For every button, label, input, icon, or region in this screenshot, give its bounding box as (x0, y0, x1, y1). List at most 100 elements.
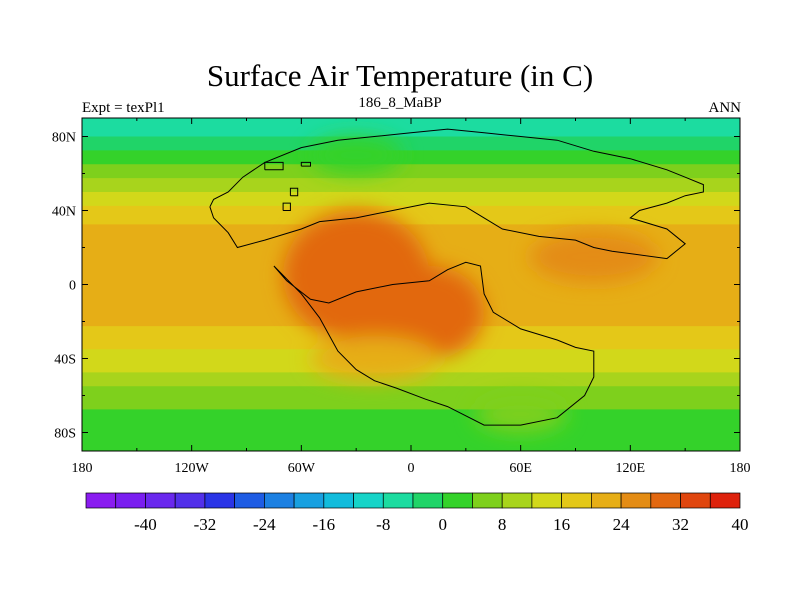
temperature-region (474, 395, 567, 433)
zonal-band (82, 150, 740, 156)
colorbar-label: 8 (498, 515, 507, 534)
zonal-band (82, 224, 740, 230)
ytick-label: 40N (52, 205, 76, 220)
zonal-band (82, 141, 740, 147)
colorbar-swatch (353, 492, 384, 509)
island-outline (289, 187, 299, 197)
period-label: 186_8_MaBP (358, 95, 442, 111)
zonal-band (82, 423, 740, 429)
zonal-band (82, 168, 740, 175)
colorbar-label: 24 (613, 515, 631, 534)
zonal-band (82, 418, 740, 424)
colorbar-label: 32 (672, 515, 689, 534)
zonal-band (82, 210, 740, 216)
zonal-band (82, 127, 740, 133)
ytick-label: 0 (69, 279, 76, 294)
temperature-region (310, 336, 439, 381)
zonal-band (82, 122, 740, 128)
continent-outlines (209, 128, 704, 426)
colorbar-swatch (204, 492, 235, 509)
colorbar-swatch (174, 492, 206, 509)
colorbar-label: -8 (376, 515, 390, 534)
continent-outline (273, 261, 595, 426)
zonal-band (82, 173, 740, 179)
zonal-band (82, 219, 740, 225)
colorbar-label: -40 (134, 515, 157, 534)
colorbar: -40 -32 -24 -16 -8 0 8 16 24 32 40 (85, 492, 749, 534)
zonal-band (82, 155, 740, 161)
zonal-band (82, 386, 740, 392)
temperature-region (374, 266, 485, 359)
zonal-band (82, 409, 740, 415)
zonal-band (82, 229, 740, 235)
ytick-label: 80N (52, 131, 76, 146)
colorbar-swatch (531, 492, 562, 509)
colorbar-swatch (145, 492, 176, 509)
zonal-band (82, 187, 740, 193)
colorbar-swatch (709, 492, 741, 509)
colorbar-swatch (650, 492, 681, 509)
island-outline (264, 161, 284, 171)
zonal-band (82, 164, 740, 170)
xtick-label: 0 (408, 461, 415, 476)
colorbar-label: 40 (732, 515, 749, 534)
ytick-label: 40S (54, 353, 76, 368)
zonal-band (82, 437, 740, 443)
zonal-band (82, 205, 740, 212)
zonal-band (82, 182, 740, 188)
xtick-label: 180 (72, 461, 93, 476)
zonal-band (82, 159, 740, 165)
zonal-band (82, 196, 740, 202)
colorbar-swatch (264, 492, 295, 509)
colorbar-swatch (561, 492, 592, 509)
zonal-band (82, 131, 740, 138)
colorbar-label: -16 (312, 515, 335, 534)
colorbar-swatch (382, 492, 414, 509)
zonal-band (82, 395, 740, 401)
colorbar-swatch (680, 492, 711, 509)
colorbar-swatch (501, 492, 533, 509)
zonal-band (82, 400, 740, 406)
colorbar-swatch (620, 492, 652, 509)
zonal-band (82, 381, 740, 387)
zonal-band (82, 192, 740, 198)
zonal-band (82, 377, 740, 383)
colorbar-label: 0 (438, 515, 447, 534)
colorbar-swatch (115, 492, 146, 509)
zonal-band (82, 145, 740, 151)
island-outline (282, 202, 291, 211)
colorbar-swatch (234, 492, 265, 509)
season-label: ANN (708, 100, 742, 116)
xtick-label: 120W (175, 461, 210, 476)
zonal-band (82, 215, 740, 221)
zonal-band (82, 432, 740, 438)
island-outline (300, 161, 311, 167)
xtick-label: 180 (730, 461, 751, 476)
experiment-label: Expt = texPl1 (82, 100, 165, 116)
continent-outline (209, 128, 704, 260)
xtick-label: 120E (616, 461, 646, 476)
temperature-region (292, 225, 366, 270)
zonal-band (82, 441, 740, 447)
colorbar-swatch (442, 492, 473, 509)
colorbar-swatch (412, 492, 444, 509)
colorbar-swatch (85, 492, 117, 509)
map-axes: 80N 40N 0 40S 80S 180 120W 60W 0 60E 120E 180 (52, 118, 751, 476)
zonal-band (82, 414, 740, 420)
xtick-label: 60W (288, 461, 316, 476)
zonal-band (82, 178, 740, 184)
colorbar-swatch (293, 492, 325, 509)
zonal-band (82, 201, 740, 207)
colorbar-label: -32 (194, 515, 217, 534)
zonal-band (82, 136, 740, 142)
zonal-band (82, 404, 740, 410)
temperature-region (310, 136, 402, 174)
chart-title: Surface Air Temperature (in C) (206, 58, 594, 93)
colorbar-label: -24 (253, 515, 276, 534)
zonal-band (82, 427, 740, 434)
colorbar-swatch (323, 492, 354, 509)
colorbar-swatch (591, 492, 622, 509)
ytick-label: 80S (54, 427, 76, 442)
temperature-region (529, 230, 658, 283)
